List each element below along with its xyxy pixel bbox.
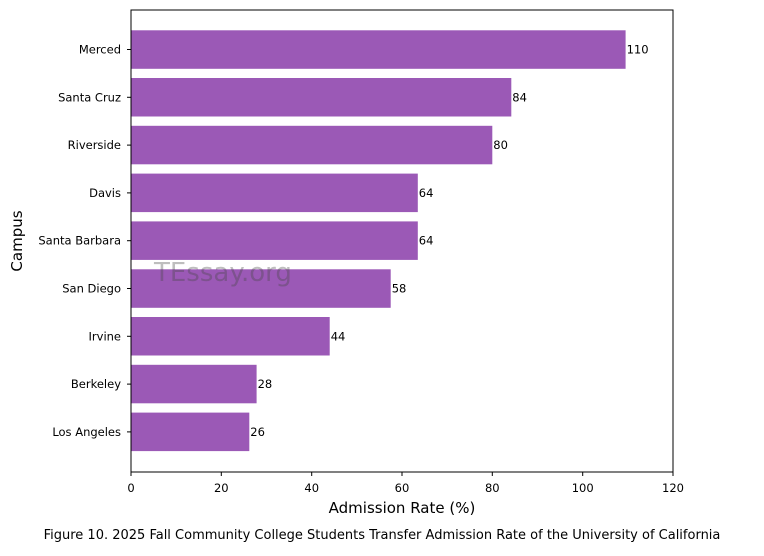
bar-irvine xyxy=(131,317,330,356)
x-tick-label: 20 xyxy=(214,481,229,495)
bar-berkeley xyxy=(131,364,257,404)
x-tick-label: 120 xyxy=(662,481,684,495)
y-tick-label: Berkeley xyxy=(71,377,121,391)
bar-merced xyxy=(131,30,626,69)
y-tick-label: Los Angeles xyxy=(52,425,121,439)
y-tick-label: Santa Cruz xyxy=(58,90,121,104)
y-tick-label: Riverside xyxy=(68,138,121,152)
y-tick-label: Merced xyxy=(79,43,121,57)
bar-value-label: 64 xyxy=(419,186,434,200)
x-tick-label: 100 xyxy=(572,481,594,495)
bar-value-label: 44 xyxy=(331,329,346,343)
x-tick-label: 0 xyxy=(127,481,134,495)
bar-value-label: 58 xyxy=(392,282,407,296)
y-tick-label: Davis xyxy=(89,186,121,200)
bars-group xyxy=(131,30,626,452)
x-tick-label: 40 xyxy=(304,481,319,495)
bar-value-label: 110 xyxy=(627,43,649,57)
x-tick-label: 60 xyxy=(395,481,410,495)
bar-santa-cruz xyxy=(131,78,512,117)
bar-riverside xyxy=(131,125,493,165)
y-tick-label: San Diego xyxy=(62,282,121,296)
y-axis-ticks: Merced Santa Cruz Riverside Davis Santa Barb… xyxy=(38,43,131,439)
x-axis-ticks: 0 20 40 60 80 100 120 xyxy=(127,472,684,495)
bar-san-diego xyxy=(131,269,391,308)
figure-caption: Figure 10. 2025 Fall Community College S… xyxy=(43,528,721,543)
bar-value-label: 64 xyxy=(419,234,434,248)
value-labels-group: 110 84 80 64 64 58 44 28 26 xyxy=(250,43,648,439)
y-tick-label: Santa Barbara xyxy=(38,234,121,248)
plot-frame xyxy=(130,9,674,473)
watermark-text: TEssay.org xyxy=(153,258,292,288)
x-tick-label: 80 xyxy=(485,481,500,495)
bar-value-label: 84 xyxy=(512,90,527,104)
bar-santa-barbara xyxy=(131,221,418,260)
x-axis-label: Admission Rate (%) xyxy=(329,499,476,517)
bar-value-label: 26 xyxy=(250,425,265,439)
y-axis-label: Campus xyxy=(8,210,26,271)
y-tick-label: Irvine xyxy=(89,329,121,343)
bar-value-label: 80 xyxy=(493,138,508,152)
bar-los-angeles xyxy=(131,412,250,452)
bar-value-label: 28 xyxy=(258,377,273,391)
bar-davis xyxy=(131,173,418,213)
